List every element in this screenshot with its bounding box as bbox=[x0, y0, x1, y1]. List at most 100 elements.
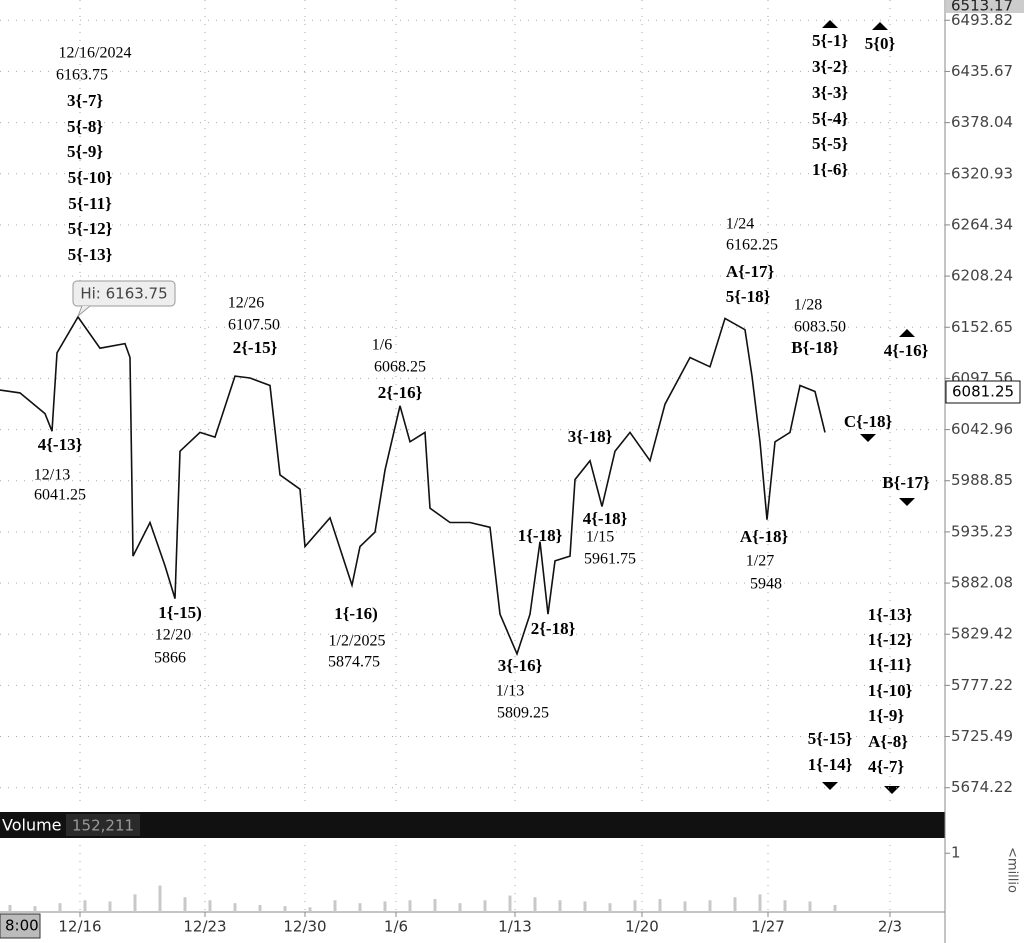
volume-bar bbox=[8, 904, 12, 912]
x-tick-label: 1/20 bbox=[625, 918, 659, 936]
volume-bar bbox=[308, 907, 312, 912]
wave-annotation: 12/20 bbox=[155, 627, 191, 644]
x-tick-label: 1/27 bbox=[751, 918, 785, 936]
y-tick-label: 6435.67 bbox=[951, 62, 1013, 80]
volume-bar bbox=[783, 900, 787, 912]
hi-callout-box bbox=[72, 280, 176, 307]
volume-bar bbox=[683, 901, 687, 912]
wave-annotation: 3{-18} bbox=[568, 427, 613, 446]
wave-annotation: A{-8} bbox=[868, 732, 908, 751]
x-tick-label: 2/3 bbox=[878, 918, 902, 936]
volume-bar bbox=[558, 900, 562, 912]
wave-annotation: C{-18} bbox=[844, 412, 893, 431]
wave-annotation: 5{-13} bbox=[68, 245, 113, 264]
y-tick-label: 6152.65 bbox=[951, 318, 1013, 336]
volume-bar bbox=[183, 897, 187, 912]
y-tick-label: 6264.34 bbox=[951, 215, 1013, 233]
volume-bar bbox=[283, 906, 287, 912]
volume-bar bbox=[258, 904, 262, 912]
volume-bar bbox=[383, 901, 387, 912]
last-price-label: 6081.25 bbox=[952, 383, 1014, 401]
wave-annotation: 12/26 bbox=[228, 295, 264, 312]
wave-annotation: 4{-18} bbox=[583, 509, 628, 528]
wave-annotation: 5{-11} bbox=[68, 194, 112, 213]
y-tick-label: 6208.24 bbox=[951, 267, 1013, 285]
x-tick-label: 12/30 bbox=[283, 918, 326, 936]
wave-annotation: 5{-8} bbox=[67, 117, 103, 136]
volume-title: Volume bbox=[2, 816, 62, 835]
volume-bar bbox=[508, 895, 512, 912]
wave-annotation: 3{-2} bbox=[812, 57, 848, 76]
wave-annotation: 5874.75 bbox=[328, 654, 380, 671]
wave-annotation: 5{-12} bbox=[68, 219, 113, 238]
wave-annotation: 1/13 bbox=[496, 683, 524, 700]
wave-annotation: 5{-1} bbox=[812, 31, 848, 50]
volume-value-box bbox=[66, 814, 140, 836]
wave-annotation: 5{-10} bbox=[68, 168, 113, 187]
wave-annotation: 12/13 bbox=[34, 467, 70, 484]
y-tick-label: 5829.42 bbox=[951, 625, 1013, 643]
wave-annotation: 2{-15} bbox=[233, 338, 278, 357]
wave-annotation: 1{-18} bbox=[518, 526, 563, 545]
wave-annotation: 5{-15} bbox=[808, 729, 853, 748]
volume-value: 152,211 bbox=[72, 817, 134, 835]
wave-annotation: 1{-6} bbox=[812, 160, 848, 179]
y-tick-label: 5725.49 bbox=[951, 727, 1013, 745]
wave-annotation: 6068.25 bbox=[374, 359, 426, 376]
wave-annotation: 5{0} bbox=[865, 34, 896, 53]
wave-annotation: B{-18} bbox=[791, 338, 839, 357]
wave-annotation: B{-17} bbox=[882, 473, 930, 492]
wave-annotation: 1/24 bbox=[726, 216, 754, 233]
wave-annotation: 5{-18} bbox=[726, 287, 771, 306]
volume-bar bbox=[458, 903, 462, 912]
volume-bar bbox=[408, 900, 412, 912]
volume-bar bbox=[658, 899, 662, 912]
wave-annotation: 1{-11} bbox=[868, 655, 912, 674]
wave-annotation: 4{-16} bbox=[884, 341, 929, 360]
wave-annotation: 1{-9} bbox=[868, 706, 904, 725]
down-arrow bbox=[860, 434, 876, 442]
volume-bar bbox=[583, 901, 587, 912]
y-tick-label: 5777.22 bbox=[951, 676, 1013, 694]
y-tick-label: 5674.22 bbox=[951, 778, 1013, 796]
wave-annotation: 1/15 bbox=[586, 529, 614, 546]
volume-bar bbox=[483, 900, 487, 912]
x-tick-label: 1/13 bbox=[498, 918, 532, 936]
y-tick-label: 5988.85 bbox=[951, 471, 1013, 489]
wave-annotation: A{-18} bbox=[740, 527, 789, 546]
wave-annotation: 5961.75 bbox=[584, 551, 636, 568]
volume-bar bbox=[208, 900, 212, 912]
volume-bar bbox=[133, 894, 137, 912]
high-box bbox=[946, 0, 1024, 13]
wave-annotation: 4{-13} bbox=[38, 435, 83, 454]
wave-annotation: 5{-5} bbox=[812, 134, 848, 153]
last-price-box bbox=[945, 380, 1021, 404]
volume-tick-label: 1 bbox=[951, 844, 961, 862]
wave-annotation: 6107.50 bbox=[228, 317, 280, 334]
wave-annotation: 1{-16) bbox=[334, 604, 378, 623]
wave-annotation: 6083.50 bbox=[794, 319, 846, 336]
up-arrow bbox=[872, 22, 888, 30]
y-tick-label: 6493.82 bbox=[951, 11, 1013, 29]
y-tick-label: 6378.04 bbox=[951, 113, 1013, 131]
wave-annotation: A{-17} bbox=[726, 262, 775, 281]
volume-bar bbox=[158, 885, 162, 912]
wave-annotation: 12/16/2024 bbox=[59, 45, 132, 62]
wave-annotation: 1{-10} bbox=[868, 681, 913, 700]
wave-annotation: 5948 bbox=[750, 576, 782, 593]
y-tick-label: 6320.93 bbox=[951, 164, 1013, 182]
wave-annotation: 1/28 bbox=[794, 297, 822, 314]
volume-bar bbox=[708, 900, 712, 912]
volume-axis-label: <millio bbox=[1005, 847, 1020, 893]
wave-annotation: 5809.25 bbox=[497, 705, 549, 722]
wave-annotation: 3{-7} bbox=[67, 91, 103, 110]
x-tick-label: 12/16 bbox=[58, 918, 101, 936]
hi-callout-pointer bbox=[77, 305, 91, 317]
volume-bar bbox=[808, 901, 812, 912]
x-tick-label: 12/23 bbox=[183, 918, 226, 936]
wave-annotation: 3{-3} bbox=[812, 83, 848, 102]
wave-annotation: 1{-15) bbox=[158, 603, 202, 622]
wave-annotation: 4{-7} bbox=[868, 757, 904, 776]
